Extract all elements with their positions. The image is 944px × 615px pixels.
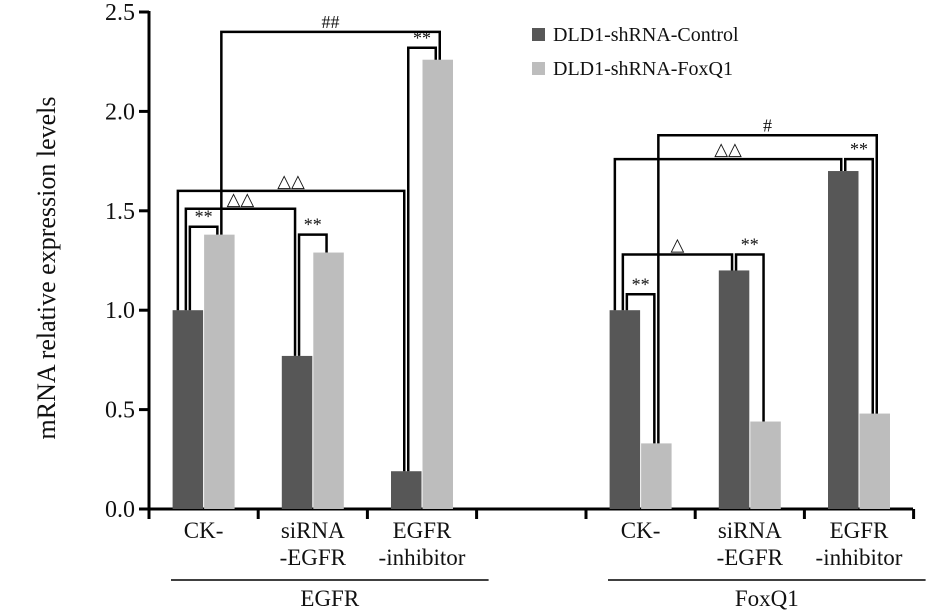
significance-bracket: [625, 293, 656, 444]
x-category-label: -EGFR: [717, 545, 784, 570]
y-tick-label: 2.0: [105, 99, 135, 125]
bar-dld1-shrna-control-foxq1-2: [828, 171, 859, 510]
bar-dld1-shrna-foxq1-egfr-1: [313, 252, 344, 509]
y-tick-label: 0.5: [105, 398, 135, 424]
significance-label: △△: [277, 171, 305, 191]
y-axis-label: mRNA relative expression levels: [32, 97, 61, 440]
bar-dld1-shrna-foxq1-egfr-0: [204, 234, 235, 509]
bar-dld1-shrna-control-egfr-1: [281, 355, 313, 509]
x-category-label: EGFR: [393, 518, 452, 543]
legend-swatch: [532, 28, 545, 41]
significance-label: **: [741, 235, 759, 255]
bars: [172, 59, 890, 510]
legend-swatch: [532, 62, 545, 75]
bar-dld1-shrna-control-foxq1-0: [609, 310, 641, 509]
significance-bracket: [176, 189, 406, 472]
significance-label: △: [671, 235, 685, 255]
bar-dld1-shrna-control-egfr-0: [172, 310, 204, 509]
legend-label: DLD1-shRNA-FoxQ1: [553, 58, 733, 80]
x-category-label: CK-: [621, 518, 661, 543]
x-category-label: CK-: [184, 518, 224, 543]
legend: DLD1-shRNA-Control DLD1-shRNA-FoxQ1: [532, 24, 739, 80]
significance-bracket: [297, 233, 328, 356]
group-label-foxq1: FoxQ1: [735, 586, 799, 611]
significance-label: **: [850, 139, 868, 159]
significance-label: **: [632, 274, 650, 294]
significance-bracket: [613, 157, 843, 311]
bar-dld1-shrna-foxq1-foxq1-1: [750, 421, 781, 509]
significance-bracket: [734, 253, 765, 422]
significance-bracket: [188, 225, 219, 311]
group-label-egfr: EGFR: [300, 586, 359, 611]
y-tick-label: 1.0: [105, 298, 135, 324]
y-tick-label: 2.5: [105, 0, 135, 26]
bar-dld1-shrna-control-foxq1-1: [718, 270, 750, 509]
bar-dld1-shrna-foxq1-egfr-2: [422, 59, 453, 509]
axes: 0.0 0.5 1.0 1.5 2.0 2.5: [105, 0, 916, 523]
significance-label: #: [763, 115, 772, 135]
significance-bracket: [621, 253, 734, 311]
significance-label: **: [195, 207, 213, 227]
y-tick-label: 0.0: [105, 497, 135, 523]
legend-label: DLD1-shRNA-Control: [553, 24, 739, 46]
bar-dld1-shrna-control-egfr-2: [391, 471, 422, 509]
significance-label: **: [304, 215, 322, 235]
x-category-label: EGFR: [830, 518, 889, 543]
significance-bracket: [844, 157, 874, 414]
significance-label: △△: [714, 139, 742, 159]
significance-bracket: [220, 30, 441, 235]
x-category-label: -inhibitor: [379, 545, 466, 570]
x-category-label: siRNA: [718, 518, 782, 543]
x-category-label: siRNA: [281, 518, 345, 543]
x-category-label: -inhibitor: [816, 545, 903, 570]
significance-label: △△: [227, 189, 255, 209]
bar-dld1-shrna-foxq1-foxq1-2: [859, 413, 890, 509]
significance-bracket: [184, 207, 297, 356]
y-tick-label: 1.5: [105, 199, 135, 225]
x-category-label: -EGFR: [280, 545, 347, 570]
significance-bracket: [657, 134, 878, 444]
significance-brackets: **△ ******△△△△△△ **#**##: [176, 12, 878, 472]
x-axis-labels: CK-siRNA-EGFREGFR-inhibitorEGFRCK-siRNA-…: [171, 518, 926, 611]
significance-bracket: [407, 46, 437, 472]
significance-label: ##: [322, 12, 340, 32]
bar-dld1-shrna-foxq1-foxq1-0: [641, 443, 672, 509]
